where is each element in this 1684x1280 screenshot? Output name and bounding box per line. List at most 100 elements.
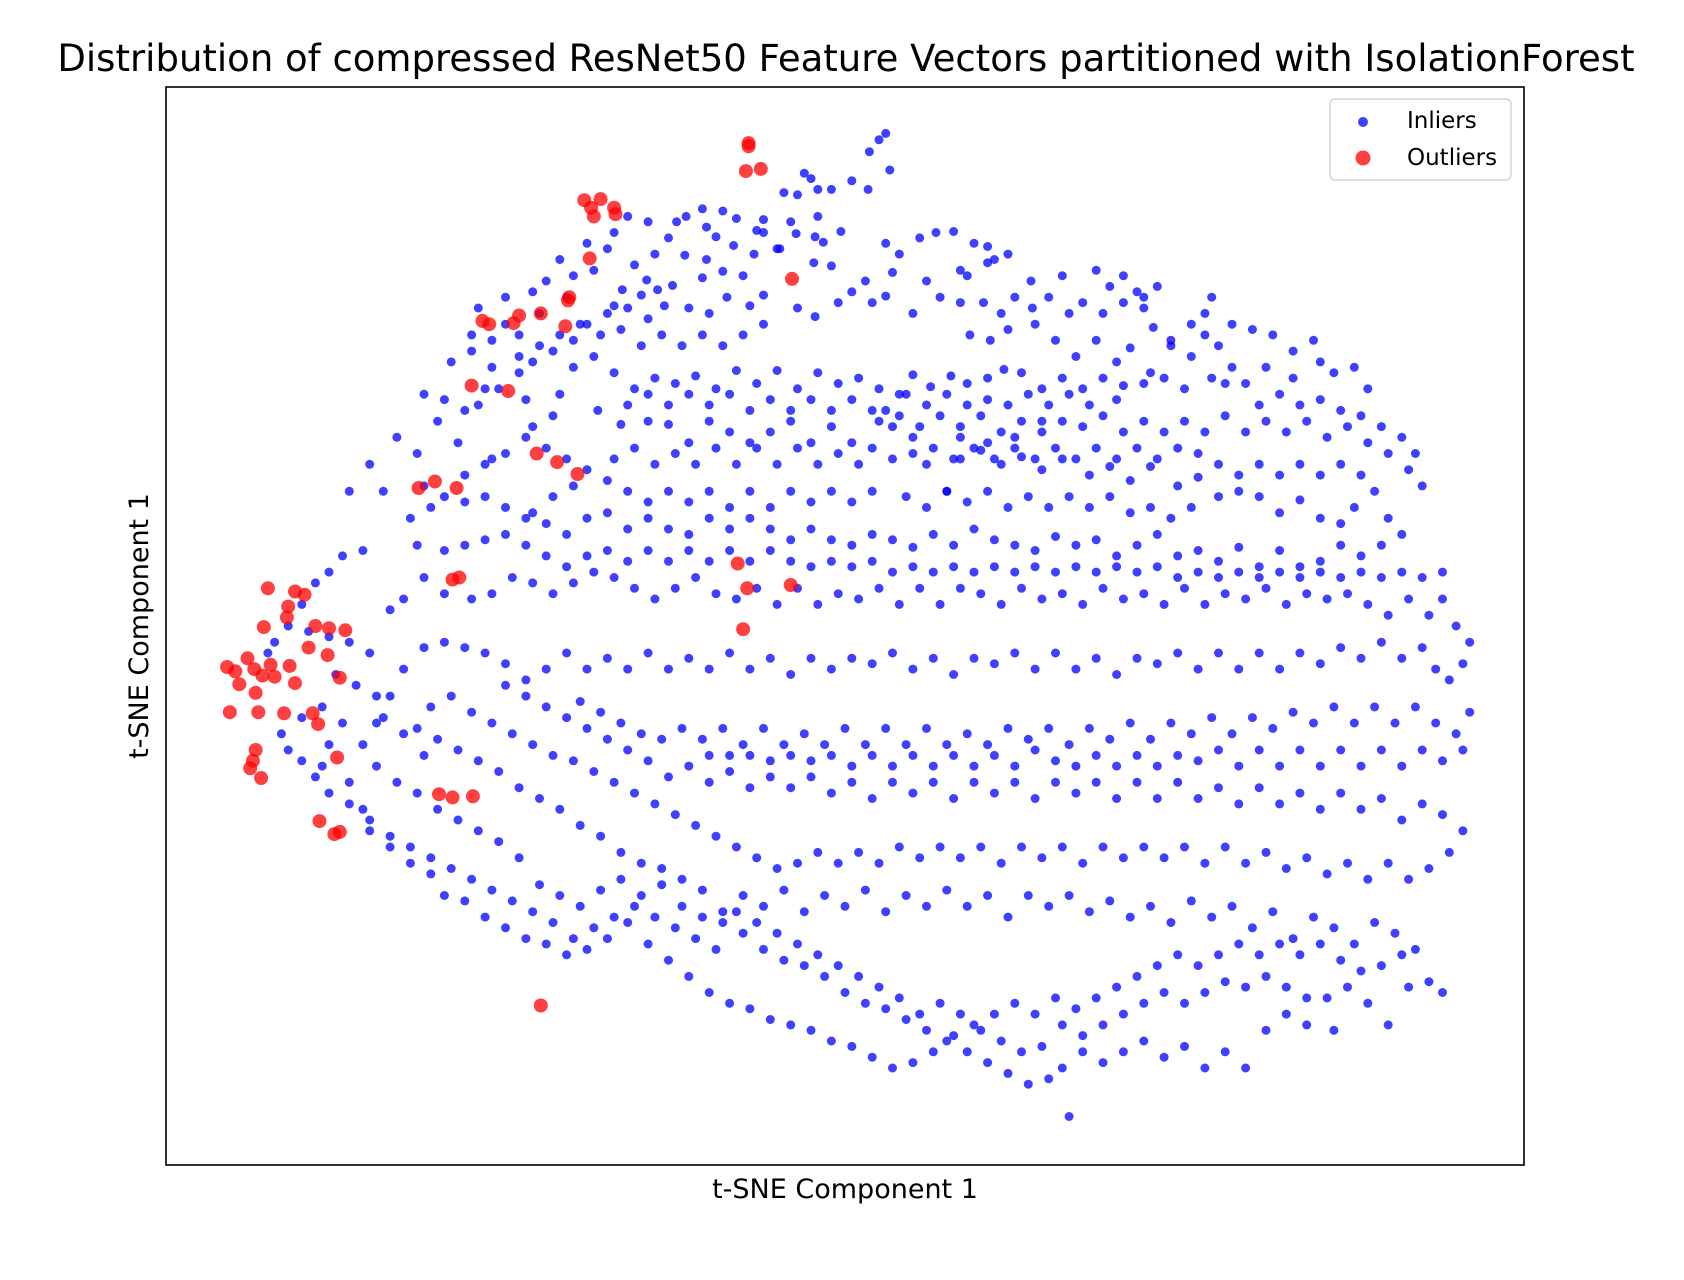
inliers-point bbox=[901, 389, 911, 399]
outliers-point bbox=[282, 658, 297, 673]
inliers-point bbox=[541, 276, 551, 286]
inliers-point bbox=[1281, 427, 1291, 437]
legend-outliers-label: Outliers bbox=[1407, 145, 1497, 171]
inliers-point bbox=[297, 713, 307, 723]
inliers-point bbox=[1214, 950, 1223, 960]
inliers-point bbox=[1193, 664, 1203, 674]
inliers-point bbox=[1376, 637, 1386, 647]
inliers-point bbox=[1207, 912, 1217, 922]
inliers-point bbox=[1302, 1020, 1312, 1030]
inliers-point bbox=[1349, 718, 1359, 728]
inliers-point bbox=[501, 502, 510, 512]
inliers-point bbox=[840, 988, 850, 997]
outliers-point bbox=[741, 139, 756, 154]
outliers-point bbox=[332, 824, 347, 839]
inliers-point bbox=[1091, 567, 1101, 577]
inliers-point bbox=[867, 750, 877, 760]
inliers-point bbox=[650, 459, 660, 469]
inliers-point bbox=[680, 250, 690, 260]
inliers-point bbox=[659, 301, 669, 311]
inliers-point bbox=[643, 217, 653, 227]
inliers-point bbox=[1023, 891, 1033, 900]
inliers-point bbox=[589, 567, 599, 577]
inliers-point bbox=[1051, 756, 1060, 766]
inliers-point bbox=[806, 756, 816, 766]
outliers-point bbox=[783, 578, 798, 592]
inliers-point bbox=[1125, 508, 1135, 518]
inliers-point bbox=[1146, 368, 1155, 378]
inliers-point bbox=[942, 486, 952, 496]
inliers-point bbox=[1254, 783, 1264, 793]
inliers-point bbox=[541, 519, 551, 529]
inliers-point bbox=[901, 492, 911, 502]
inliers-point bbox=[623, 556, 633, 566]
inliers-point bbox=[1084, 470, 1094, 480]
inliers-point bbox=[1200, 330, 1210, 340]
inliers-point bbox=[1037, 384, 1047, 394]
inliers-point bbox=[840, 723, 850, 733]
inliers-point bbox=[670, 583, 680, 593]
inliers-point bbox=[568, 481, 578, 491]
inliers-point bbox=[1098, 308, 1108, 318]
inliers-point bbox=[1010, 292, 1020, 302]
inliers-point bbox=[810, 232, 820, 242]
plot-area bbox=[166, 87, 1524, 1165]
outliers-point bbox=[558, 319, 573, 334]
inliers-point bbox=[725, 767, 735, 776]
inliers-point bbox=[677, 723, 687, 733]
inliers-point bbox=[1458, 826, 1468, 836]
inliers-point bbox=[1030, 546, 1040, 555]
inliers-point bbox=[501, 449, 510, 458]
inliers-point bbox=[1044, 400, 1054, 410]
inliers-point bbox=[704, 988, 714, 997]
inliers-point bbox=[555, 804, 565, 814]
inliers-point bbox=[392, 432, 402, 442]
inliers-point bbox=[786, 750, 796, 760]
inliers-point bbox=[908, 370, 918, 380]
inliers-point bbox=[806, 562, 816, 572]
inliers-point bbox=[731, 366, 741, 375]
inliers-point bbox=[704, 486, 714, 496]
inliers-point bbox=[521, 675, 531, 685]
inliers-point bbox=[1261, 971, 1271, 981]
inliers-point bbox=[439, 546, 449, 555]
inliers-point bbox=[765, 546, 775, 555]
inliers-point bbox=[1166, 513, 1176, 523]
inliers-point bbox=[765, 502, 775, 512]
inliers-point bbox=[589, 352, 599, 361]
inliers-point bbox=[915, 1009, 925, 1019]
inliers-point bbox=[1315, 556, 1325, 566]
inliers-point bbox=[1193, 449, 1203, 458]
inliers-point bbox=[1410, 449, 1420, 458]
inliers-point bbox=[684, 303, 694, 313]
inliers-point bbox=[1363, 384, 1373, 394]
inliers-point bbox=[1390, 718, 1400, 728]
inliers-point bbox=[697, 912, 707, 922]
inliers-point bbox=[1397, 432, 1407, 442]
inliers-point bbox=[1234, 470, 1244, 480]
inliers-point bbox=[725, 750, 735, 760]
inliers-point bbox=[1404, 982, 1414, 992]
inliers-point bbox=[983, 486, 993, 496]
inliers-point bbox=[602, 244, 612, 254]
inliers-point bbox=[1220, 411, 1230, 421]
inliers-point bbox=[372, 691, 381, 701]
inliers-point bbox=[1173, 648, 1183, 658]
outliers-point bbox=[332, 670, 347, 685]
inliers-point bbox=[1438, 810, 1447, 820]
inliers-point bbox=[521, 540, 531, 550]
inliers-point bbox=[867, 443, 877, 453]
inliers-point bbox=[826, 1036, 836, 1046]
inliers-point bbox=[642, 275, 652, 285]
inliers-point bbox=[1152, 961, 1162, 971]
inliers-point bbox=[1241, 427, 1251, 437]
inliers-point bbox=[507, 729, 517, 739]
inliers-point bbox=[1424, 610, 1434, 620]
inliers-point bbox=[901, 891, 911, 900]
inliers-point bbox=[426, 702, 436, 712]
inliers-point bbox=[729, 241, 739, 250]
inliers-point bbox=[1010, 540, 1020, 550]
inliers-point bbox=[670, 379, 680, 388]
inliers-point bbox=[1132, 971, 1142, 981]
inliers-point bbox=[704, 400, 714, 410]
